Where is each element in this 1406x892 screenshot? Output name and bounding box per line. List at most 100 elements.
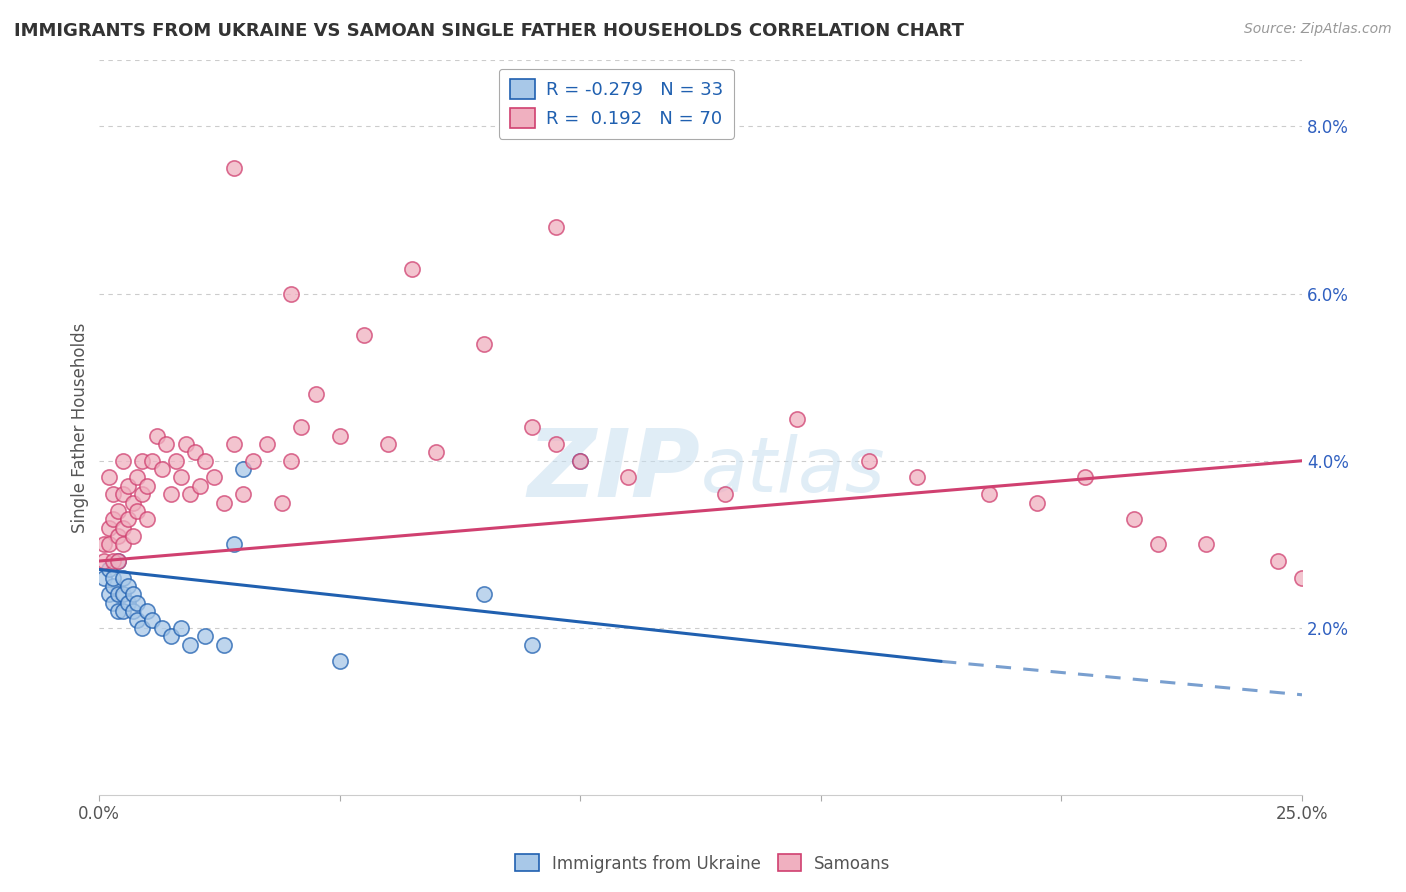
Point [232, 487, 254, 501]
Point [242, 454, 264, 468]
Point [112, 487, 135, 501]
Point [107, 604, 129, 618]
Point [979, 487, 1001, 501]
Point [127, 504, 149, 518]
Point [141, 613, 163, 627]
Point [179, 487, 201, 501]
Point [1074, 470, 1097, 484]
Point [1315, 579, 1337, 593]
Point [1122, 512, 1144, 526]
Point [131, 454, 153, 468]
Point [112, 521, 135, 535]
Point [131, 621, 153, 635]
Point [141, 454, 163, 468]
Y-axis label: Single Father Households: Single Father Households [72, 322, 89, 533]
Legend: Immigrants from Ukraine, Samoans: Immigrants from Ukraine, Samoans [509, 847, 897, 880]
Point [97, 562, 120, 576]
Point [786, 412, 808, 426]
Point [97, 521, 120, 535]
Point [97, 537, 120, 551]
Point [204, 470, 226, 484]
Point [472, 587, 495, 601]
Point [103, 554, 125, 568]
Text: Source: ZipAtlas.com: Source: ZipAtlas.com [1244, 22, 1392, 37]
Point [170, 470, 193, 484]
Point [858, 454, 880, 468]
Point [112, 454, 135, 468]
Point [232, 462, 254, 476]
Point [280, 286, 302, 301]
Point [103, 579, 125, 593]
Point [212, 638, 235, 652]
Point [569, 454, 592, 468]
Point [569, 454, 592, 468]
Point [97, 587, 120, 601]
Point [520, 420, 543, 434]
Point [617, 470, 640, 484]
Point [93, 537, 115, 551]
Point [425, 445, 447, 459]
Point [127, 613, 149, 627]
Point [329, 428, 352, 442]
Point [194, 629, 217, 643]
Point [713, 487, 735, 501]
Point [107, 554, 129, 568]
Point [222, 437, 245, 451]
Point [103, 512, 125, 526]
Point [1026, 495, 1049, 509]
Point [165, 454, 187, 468]
Point [93, 571, 115, 585]
Point [112, 537, 135, 551]
Point [103, 487, 125, 501]
Point [188, 479, 211, 493]
Point [117, 479, 139, 493]
Point [280, 454, 302, 468]
Point [112, 587, 135, 601]
Point [121, 604, 143, 618]
Point [93, 554, 115, 568]
Point [127, 596, 149, 610]
Point [377, 437, 399, 451]
Text: IMMIGRANTS FROM UKRAINE VS SAMOAN SINGLE FATHER HOUSEHOLDS CORRELATION CHART: IMMIGRANTS FROM UKRAINE VS SAMOAN SINGLE… [14, 22, 965, 40]
Point [121, 495, 143, 509]
Point [222, 161, 245, 176]
Text: atlas: atlas [700, 434, 884, 508]
Point [170, 621, 193, 635]
Point [103, 596, 125, 610]
Point [121, 587, 143, 601]
Point [184, 445, 207, 459]
Point [1195, 537, 1218, 551]
Point [127, 470, 149, 484]
Point [1291, 571, 1313, 585]
Point [222, 537, 245, 551]
Point [270, 495, 292, 509]
Point [1146, 537, 1168, 551]
Point [131, 487, 153, 501]
Point [121, 529, 143, 543]
Point [520, 638, 543, 652]
Point [194, 454, 217, 468]
Point [179, 638, 201, 652]
Legend: R = -0.279   N = 33, R =  0.192   N = 70: R = -0.279 N = 33, R = 0.192 N = 70 [499, 69, 734, 139]
Point [160, 487, 183, 501]
Point [145, 428, 167, 442]
Point [107, 504, 129, 518]
Point [329, 654, 352, 668]
Point [117, 579, 139, 593]
Point [905, 470, 928, 484]
Point [136, 604, 159, 618]
Point [103, 571, 125, 585]
Point [150, 462, 173, 476]
Point [546, 437, 568, 451]
Point [353, 328, 375, 343]
Point [136, 512, 159, 526]
Point [546, 219, 568, 234]
Point [107, 587, 129, 601]
Point [1267, 554, 1289, 568]
Point [155, 437, 177, 451]
Point [112, 604, 135, 618]
Point [107, 529, 129, 543]
Point [107, 554, 129, 568]
Point [160, 629, 183, 643]
Point [304, 387, 326, 401]
